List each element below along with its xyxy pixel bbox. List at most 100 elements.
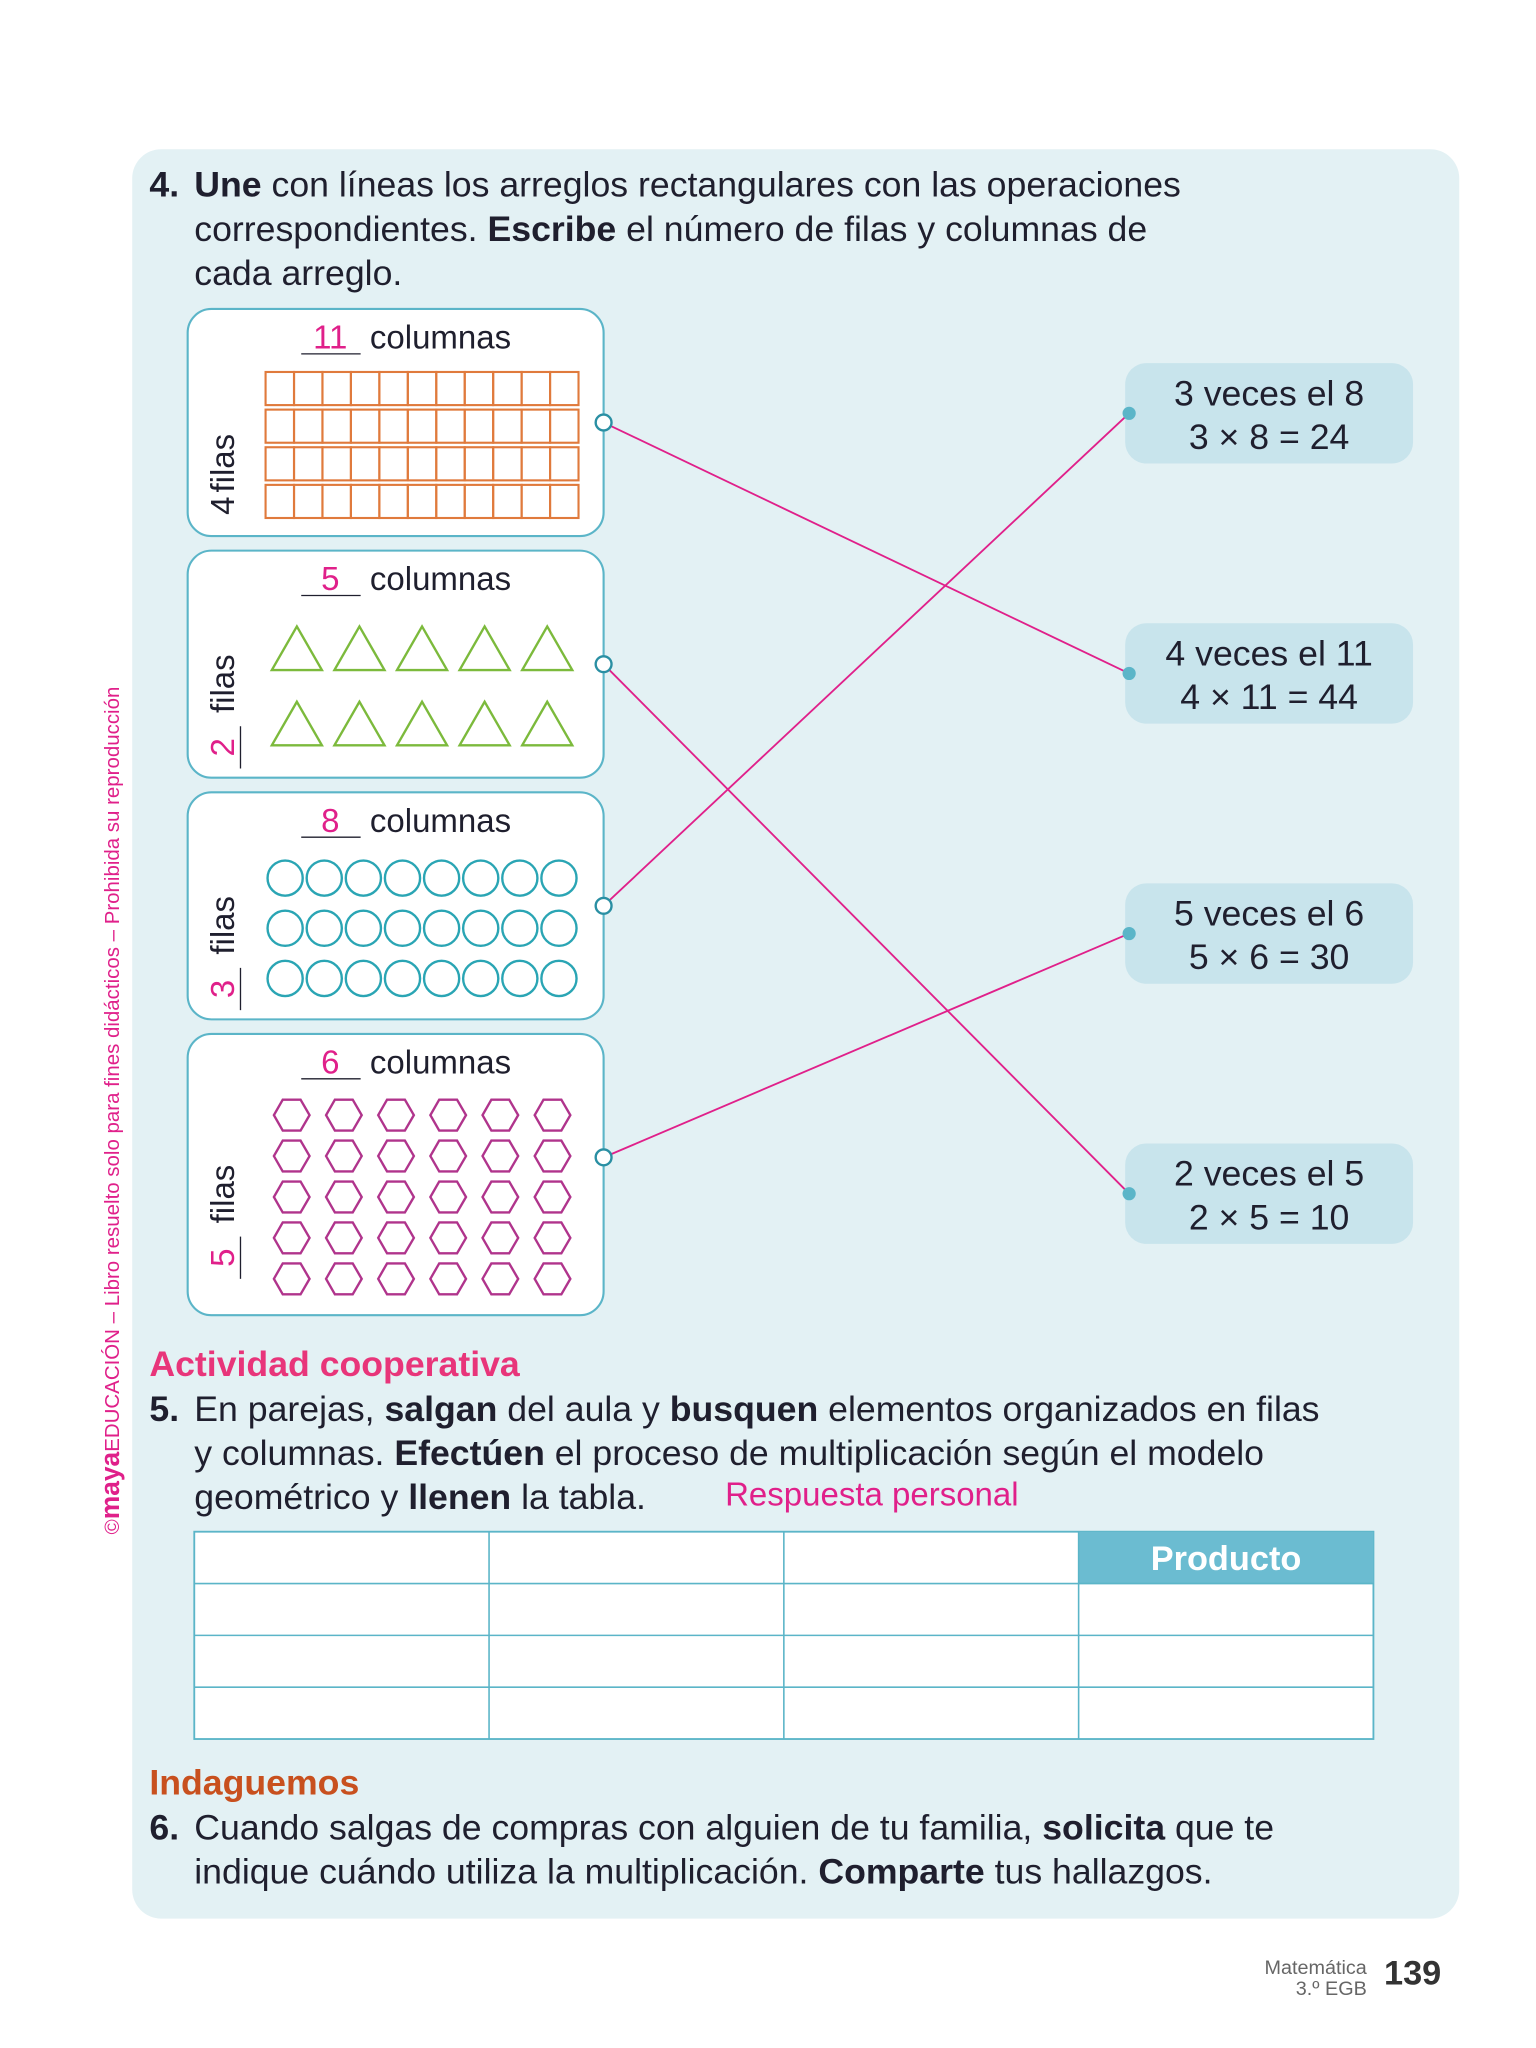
triangle bbox=[332, 699, 387, 747]
match-line bbox=[603, 932, 1130, 1159]
triangle bbox=[457, 624, 512, 672]
text-segment: el proceso de multiplicación según el mo… bbox=[545, 1433, 1264, 1473]
square bbox=[549, 483, 580, 520]
hexagon bbox=[272, 1139, 311, 1173]
text-segment: tus hallazgos. bbox=[985, 1852, 1213, 1892]
operation-box bbox=[1125, 363, 1414, 464]
hexagon bbox=[533, 1262, 572, 1296]
operation-equation: 4 × 11 = 44 bbox=[1180, 677, 1358, 717]
rows-label: filas bbox=[204, 896, 241, 955]
text-segment: solicita bbox=[1042, 1807, 1166, 1847]
footer-subject: Matemática bbox=[1264, 1957, 1367, 1979]
hexagon bbox=[481, 1221, 520, 1255]
circle bbox=[305, 959, 344, 998]
hexagon bbox=[272, 1098, 311, 1132]
instruction-line: correspondientes. Escribe el número de f… bbox=[194, 209, 1147, 249]
operation-words: 3 veces el 8 bbox=[1174, 373, 1364, 413]
hexagon bbox=[428, 1180, 468, 1214]
text-segment: llenen bbox=[408, 1477, 511, 1517]
circle bbox=[540, 959, 578, 998]
connector bbox=[594, 896, 613, 915]
columns-number: 5 bbox=[321, 560, 339, 597]
section-heading: Actividad cooperativa bbox=[149, 1344, 521, 1384]
circle bbox=[344, 959, 383, 998]
hexagon bbox=[376, 1139, 416, 1173]
instruction-line: y columnas. Efectúen el proceso de multi… bbox=[194, 1433, 1264, 1473]
circle bbox=[540, 909, 578, 948]
square bbox=[549, 370, 580, 407]
triangle bbox=[269, 699, 324, 747]
instruction-line: En parejas, salgan del aula y busquen el… bbox=[194, 1389, 1319, 1429]
rows-label: filas bbox=[204, 434, 241, 493]
text-segment: correspondientes. bbox=[194, 209, 487, 249]
text-segment: busquen bbox=[670, 1389, 819, 1429]
triangle bbox=[332, 624, 387, 672]
hexagon bbox=[428, 1098, 468, 1132]
columns-label: columnas bbox=[370, 560, 511, 597]
rows-number: 2 bbox=[204, 738, 241, 756]
circle bbox=[422, 959, 461, 998]
text-segment: y columnas. bbox=[194, 1433, 394, 1473]
hexagon bbox=[481, 1262, 520, 1296]
circle bbox=[501, 909, 539, 948]
text-segment: salgan bbox=[384, 1389, 497, 1429]
triangle bbox=[394, 624, 450, 672]
hexagon bbox=[376, 1098, 416, 1132]
page-number: 139 bbox=[1384, 1955, 1441, 1993]
rows-number: 3 bbox=[204, 980, 241, 998]
columns-number: 6 bbox=[321, 1044, 339, 1081]
text-segment: la tabla. bbox=[511, 1477, 646, 1517]
instruction-line: cada arreglo. bbox=[194, 253, 402, 293]
text-segment: cada arreglo. bbox=[194, 253, 402, 293]
text-segment: Efectúen bbox=[394, 1433, 545, 1473]
hexagon bbox=[324, 1221, 364, 1255]
columns-number: 11 bbox=[313, 319, 347, 356]
circle bbox=[344, 859, 383, 897]
connector-dot bbox=[1122, 926, 1136, 941]
copyright: © bbox=[101, 1519, 124, 1534]
triangle bbox=[269, 624, 324, 672]
connector-dot bbox=[1122, 1187, 1136, 1201]
text-segment: En parejas, bbox=[194, 1389, 384, 1429]
answer-note: Respuesta personal bbox=[725, 1475, 1019, 1512]
hexagon bbox=[324, 1139, 364, 1173]
hexagon bbox=[272, 1262, 311, 1296]
circle bbox=[305, 859, 344, 897]
instruction-line: indique cuándo utiliza la multiplicación… bbox=[194, 1852, 1212, 1892]
hexagon bbox=[533, 1180, 572, 1214]
circle bbox=[383, 959, 422, 998]
text-segment: indique cuándo utiliza la multiplicación… bbox=[194, 1852, 818, 1892]
array-card bbox=[186, 1032, 605, 1317]
hexagon bbox=[481, 1098, 520, 1132]
rows-label: filas bbox=[204, 654, 241, 713]
circle bbox=[266, 959, 304, 998]
rows-number: 4 bbox=[204, 497, 241, 515]
hexagon bbox=[428, 1221, 468, 1255]
operation-box bbox=[1125, 623, 1414, 724]
instruction-line: Cuando salgas de compras con alguien de … bbox=[194, 1807, 1274, 1847]
side-text: EDUCACIÓN – Libro resuelto solo para fin… bbox=[101, 687, 124, 1452]
hexagon bbox=[272, 1221, 311, 1255]
brand: maya bbox=[95, 1451, 125, 1519]
circle bbox=[305, 909, 344, 948]
circle bbox=[461, 959, 500, 998]
connector bbox=[594, 413, 613, 432]
instruction-line: Une con líneas los arreglos rectangulare… bbox=[194, 165, 1181, 205]
triangle bbox=[520, 624, 575, 672]
hexagon bbox=[272, 1180, 311, 1214]
hexagon bbox=[324, 1098, 364, 1132]
columns-label: columnas bbox=[370, 1044, 511, 1081]
circle bbox=[383, 859, 422, 897]
operation-box bbox=[1125, 883, 1414, 984]
circle bbox=[383, 909, 422, 948]
side-note: ©mayaEDUCACIÓN – Libro resuelto solo par… bbox=[95, 687, 125, 1535]
content: ©mayaEDUCACIÓN – Libro resuelto solo par… bbox=[95, 165, 1441, 2000]
circle bbox=[540, 859, 578, 897]
circle bbox=[461, 909, 500, 948]
operation-words: 2 veces el 5 bbox=[1174, 1154, 1364, 1194]
match-line bbox=[603, 421, 1130, 675]
hexagon bbox=[533, 1098, 572, 1132]
circle bbox=[344, 909, 383, 948]
text-segment: Comparte bbox=[818, 1852, 984, 1892]
